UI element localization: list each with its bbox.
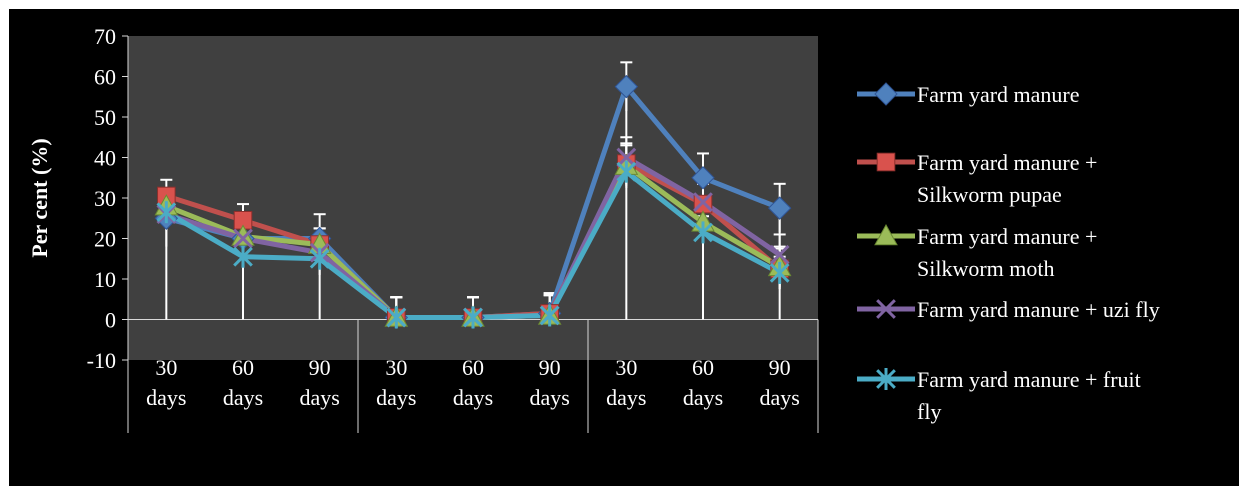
legend-label: Farm yard manure + uzi fly	[917, 297, 1160, 322]
x-tick-label: 60	[462, 355, 484, 380]
x-tick-label: 60	[692, 355, 714, 380]
legend-label: fly	[917, 399, 941, 424]
marker-diamond	[691, 166, 715, 190]
x-tick-label: days	[606, 385, 646, 410]
chart-frame: 70 60 50 40 30 20 10 0 -10 30 days 60 days 90 days 30 d…	[9, 9, 1239, 486]
marker-diamond	[767, 196, 792, 220]
marker-triangle	[874, 223, 898, 246]
x-tick-label: days	[683, 385, 723, 410]
marker-x	[693, 192, 713, 212]
legend-label: Silkworm moth	[917, 256, 1055, 281]
y-tick-label: 70	[94, 24, 116, 49]
x-tick-label: days	[453, 385, 493, 410]
y-axis-title: Per cent (%)	[27, 138, 52, 257]
x-tick-label: days	[223, 385, 263, 410]
x-tick-label: 60	[232, 355, 254, 380]
marker-triangle	[231, 224, 255, 246]
y-tick-label: 40	[94, 146, 116, 171]
x-tick-label: 30	[385, 355, 407, 380]
x-tick-label: 90	[769, 355, 791, 380]
y-tick-label: 60	[94, 65, 116, 90]
x-axis-ticks: 30 days 60 days 90 days 30 days 60 days 90 days 30 da…	[146, 355, 800, 410]
x-tick-label: 30	[155, 355, 177, 380]
legend: Farm yard manure Farm yard manure + Silkwo…	[857, 82, 1160, 424]
marker-diamond	[874, 82, 898, 106]
x-tick-label: days	[760, 385, 800, 410]
legend-label: Farm yard manure	[917, 82, 1080, 107]
legend-label: Farm yard manure +	[917, 224, 1097, 249]
marker-x	[769, 244, 790, 265]
x-tick-label: 30	[615, 355, 637, 380]
marker-square	[876, 152, 896, 172]
x-tick-label: days	[300, 385, 340, 410]
series-markers	[154, 74, 792, 330]
line-chart: 70 60 50 40 30 20 10 0 -10 30 days 60 days 90 days 30 d…	[27, 24, 1160, 433]
y-tick-label: 10	[94, 267, 116, 292]
legend-label: Farm yard manure + fruit	[917, 367, 1141, 392]
x-tick-label: days	[146, 385, 186, 410]
x-tick-label: days	[530, 385, 570, 410]
x-tick-label: days	[376, 385, 416, 410]
x-tick-label: 90	[539, 355, 561, 380]
y-tick-label: 0	[105, 308, 116, 333]
marker-diamond	[614, 74, 639, 99]
x-tick-label: 90	[309, 355, 331, 380]
y-tick-label: -10	[87, 348, 116, 373]
y-tick-label: 30	[94, 186, 116, 211]
y-axis-ticks: 70 60 50 40 30 20 10 0 -10	[87, 24, 116, 373]
y-tick-label: 20	[94, 227, 116, 252]
legend-label: Silkworm pupae	[917, 182, 1062, 207]
marker-x	[876, 299, 896, 319]
legend-label: Farm yard manure +	[917, 150, 1097, 175]
marker-x	[233, 228, 253, 249]
marker-x	[616, 147, 637, 168]
y-tick-label: 50	[94, 105, 116, 130]
